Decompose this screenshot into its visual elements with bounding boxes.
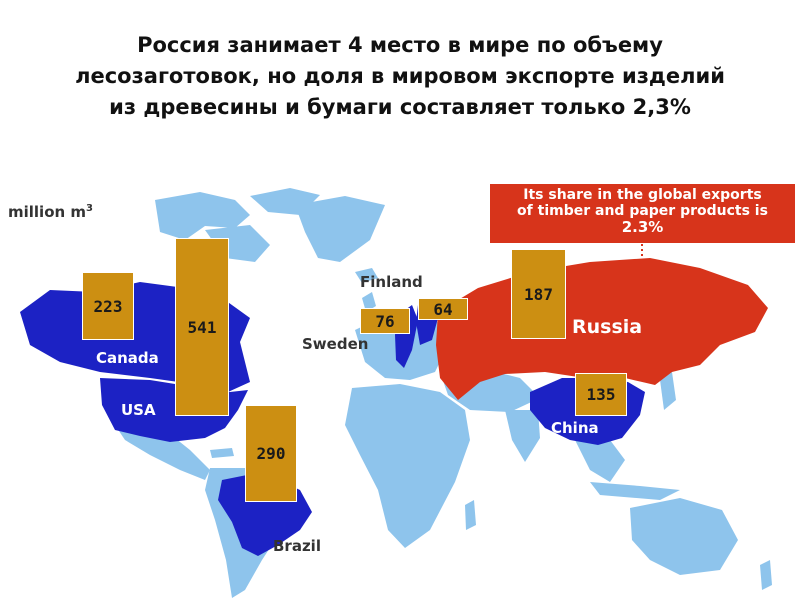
unit-superscript: 3 <box>86 203 94 214</box>
label-usa: USA <box>121 401 156 419</box>
bar-china: 135 <box>575 373 627 416</box>
world-map <box>0 178 800 600</box>
bar-sweden: 76 <box>360 308 410 334</box>
label-brazil: Brazil <box>273 537 321 555</box>
bar-brazil: 290 <box>245 405 297 502</box>
bar-canada: 223 <box>82 272 134 340</box>
label-russia: Russia <box>572 316 643 338</box>
title-line-3: из древесины и бумаги составляет только … <box>109 95 691 119</box>
title-line-1: Россия занимает 4 место в мире по объему <box>137 33 663 57</box>
label-china: China <box>551 419 599 437</box>
callout-value: 2.3% <box>621 218 664 236</box>
callout-line-2: of timber and paper products is <box>517 203 768 219</box>
slide-title: Россия занимает 4 место в мире по объему… <box>0 30 800 123</box>
callout-line-1: Its share in the global exports <box>523 187 762 203</box>
unit-label: million m3 <box>8 203 93 221</box>
label-finland: Finland <box>360 273 423 291</box>
bar-russia: 187 <box>511 249 566 339</box>
label-sweden: Sweden <box>302 335 369 353</box>
bar-usa: 541 <box>175 238 229 416</box>
unit-text: million m <box>8 203 87 221</box>
export-share-callout: Its share in the global exports of timbe… <box>490 184 795 243</box>
title-line-2: лесозаготовок, но доля в мировом экспорт… <box>75 64 725 88</box>
bar-finland: 64 <box>418 298 468 320</box>
label-canada: Canada <box>96 349 159 367</box>
